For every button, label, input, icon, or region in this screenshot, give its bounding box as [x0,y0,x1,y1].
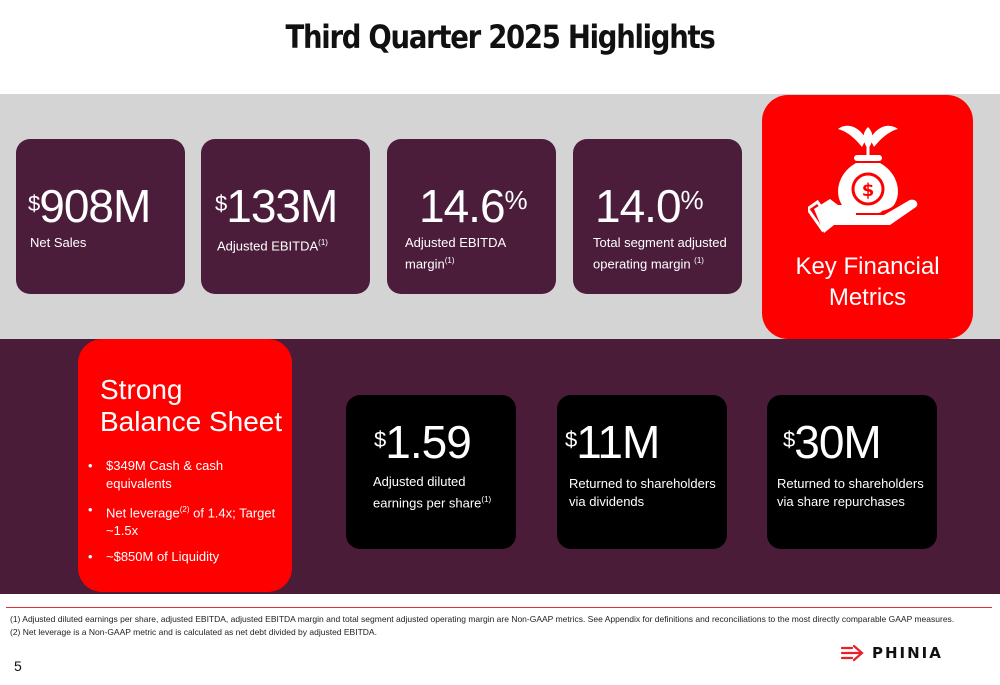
key-financial-metrics-card: $ Key Financial Metrics [762,95,973,339]
metric-card-eps: $1.59 Adjusted diluted earnings per share… [346,395,516,549]
metric-label: Net Sales [30,235,87,250]
logo-wordmark: PHINIA [872,644,943,662]
metric-card-repurchases: $30M Returned to shareholders via share r… [767,395,937,549]
metric-value: $133M [215,180,338,232]
metric-value: $1.59 [374,416,472,468]
money-bag-hand-icon: $ [808,125,918,233]
metric-value: 14.6% [419,180,528,232]
metric-label: Adjusted EBITDA margin(1) [405,235,507,272]
metric-value: $908M [28,180,151,232]
balance-sheet-title: Strong Balance Sheet [100,374,283,437]
metric-card-segment-margin: 14.0% Total segment adjusted operating ma… [573,139,742,294]
list-item: Net leverage(2) of 1.4x; Target ~1.5x [88,501,292,540]
footnote-divider [6,607,992,608]
metric-label: Adjusted diluted earnings per share(1) [373,474,492,511]
metric-value: $30M [783,416,882,468]
svg-text:$: $ [862,180,875,201]
key-financial-metrics-title: Key Financial Metrics [795,253,940,311]
metric-value: $11M [565,416,660,468]
list-item: $349M Cash & cash equivalents [88,457,292,493]
metric-card-net-sales: $908M Net Sales [16,139,185,294]
arrow-logo-icon [840,644,864,662]
metric-card-dividends: $11M Returned to shareholders via dividen… [557,395,727,549]
metric-value: 14.0% [595,180,704,232]
page-title: Third Quarter 2025 Highlights [285,18,716,56]
footnote-1: (1) Adjusted diluted earnings per share,… [10,614,955,624]
metric-label: Returned to shareholders via dividends [569,476,716,509]
footnote-2: (2) Net leverage is a Non-GAAP metric an… [10,627,377,637]
metric-card-adjusted-ebitda: $133M Adjusted EBITDA(1) [201,139,370,294]
phinia-logo: PHINIA [840,644,943,662]
list-item: ~$850M of Liquidity [88,548,292,566]
metric-label: Adjusted EBITDA(1) [217,238,328,254]
balance-sheet-list: $349M Cash & cash equivalents Net levera… [88,457,292,574]
metric-label: Returned to shareholders via share repurc… [777,476,924,509]
metric-label: Total segment adjusted operating margin (… [593,235,727,272]
page-number: 5 [14,658,22,674]
metric-card-ebitda-margin: 14.6% Adjusted EBITDA margin(1) [387,139,556,294]
